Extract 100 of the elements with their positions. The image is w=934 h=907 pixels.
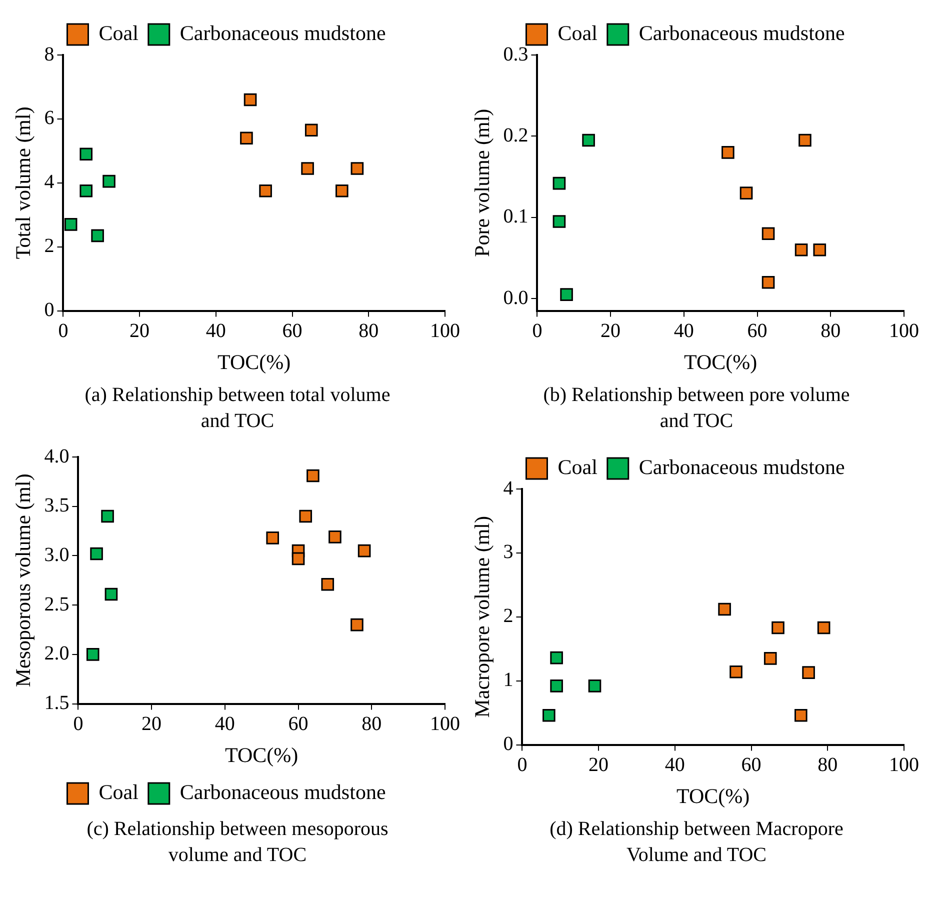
x-tick-label: 100 xyxy=(430,713,460,736)
legend-label: Carbonaceous mudstone xyxy=(180,21,386,46)
point xyxy=(306,469,320,482)
y-tick-label: 0.1 xyxy=(503,206,528,228)
y-axis-title: Macropore volume (ml) xyxy=(470,516,494,718)
text: (d) Relationship between Macropore Volume and TOC xyxy=(548,817,844,868)
x-tick-label: 60 xyxy=(282,320,302,342)
y-tick-label: 4 xyxy=(44,171,54,194)
x-tick-label: 20 xyxy=(600,320,621,342)
x-tick-label: 0 xyxy=(73,713,84,736)
point xyxy=(91,229,104,242)
point xyxy=(798,134,812,147)
point xyxy=(817,621,830,634)
y-tick-label: 4 xyxy=(503,477,514,500)
y-tick-label: 6 xyxy=(44,107,54,130)
y-tick-label: 3 xyxy=(503,541,514,564)
legend-label: Coal xyxy=(558,21,598,46)
legend-label: Coal xyxy=(98,21,139,46)
point xyxy=(86,648,100,661)
x-axis-title: TOC(%) xyxy=(676,784,750,808)
y-axis-title: Mesoporous volume (ml) xyxy=(11,474,36,688)
y-tick-label: 3.5 xyxy=(44,494,70,517)
point xyxy=(336,184,348,198)
x-tick-label: 40 xyxy=(674,320,694,342)
point xyxy=(80,184,93,198)
point xyxy=(722,146,734,159)
x-tick-label: 80 xyxy=(818,754,838,776)
point xyxy=(350,618,364,632)
x-tick-label: 60 xyxy=(747,320,768,342)
point xyxy=(321,578,334,591)
x-tick-label: 100 xyxy=(430,320,460,342)
y-tick-label: 0.0 xyxy=(503,286,528,309)
point xyxy=(550,651,563,664)
point xyxy=(730,665,742,678)
point xyxy=(64,218,78,231)
legend-label: Carbonaceous mudstone xyxy=(638,21,845,46)
y-tick-label: 1 xyxy=(503,669,514,692)
point xyxy=(762,276,775,289)
point xyxy=(292,552,305,566)
point xyxy=(794,243,808,256)
point xyxy=(301,162,314,175)
point xyxy=(813,243,826,256)
point xyxy=(102,174,116,188)
point xyxy=(104,588,118,601)
point xyxy=(718,602,731,616)
y-tick-label: 1.5 xyxy=(44,692,70,714)
x-tick-label: 20 xyxy=(142,713,162,736)
text: (c) Relationship between mesoporous volume and TOC xyxy=(86,817,390,868)
y-axis-title: Total volume (ml) xyxy=(11,106,36,260)
x-tick-label: 40 xyxy=(214,713,235,736)
point xyxy=(740,186,753,200)
y-tick-label: 0 xyxy=(44,299,54,322)
y-tick-label: 4.0 xyxy=(44,445,70,468)
point xyxy=(80,148,93,161)
point xyxy=(802,666,815,679)
point xyxy=(328,530,342,544)
x-tick-label: 60 xyxy=(288,713,308,736)
point xyxy=(244,93,257,106)
point xyxy=(101,510,114,523)
x-tick-label: 0 xyxy=(532,320,542,342)
point xyxy=(772,621,784,634)
y-tick-label: 2 xyxy=(503,605,514,628)
x-tick-label: 40 xyxy=(206,320,226,342)
x-tick-label: 20 xyxy=(588,754,609,776)
point xyxy=(588,680,602,692)
point xyxy=(266,532,280,544)
legend-label: Coal xyxy=(98,780,139,804)
point xyxy=(582,134,595,147)
y-tick-label: 0.2 xyxy=(503,124,528,146)
point xyxy=(762,227,775,240)
y-tick-label: 0 xyxy=(503,733,514,756)
y-tick-label: 2.0 xyxy=(44,642,70,665)
x-tick-label: 60 xyxy=(741,754,762,776)
y-tick-label: 2.5 xyxy=(44,593,70,616)
point xyxy=(240,132,253,145)
x-tick-label: 100 xyxy=(889,320,919,342)
point xyxy=(560,288,573,301)
x-tick-label: 80 xyxy=(820,320,841,342)
legend-label: Carbonaceous mudstone xyxy=(180,780,386,804)
x-tick-label: 100 xyxy=(889,754,919,776)
x-tick-label: 20 xyxy=(130,320,150,342)
point xyxy=(542,708,556,722)
point xyxy=(764,652,777,665)
text: (a) Relationship between total volume and TOC xyxy=(84,383,392,434)
y-tick-label: 0.3 xyxy=(503,43,528,66)
point xyxy=(299,510,312,523)
point xyxy=(794,708,808,722)
text: (b) Relationship between pore volume and TOC xyxy=(542,383,851,434)
point xyxy=(358,544,371,558)
y-tick-label: 3.0 xyxy=(44,544,70,566)
y-tick-label: 8 xyxy=(44,43,54,66)
point xyxy=(304,124,318,137)
point xyxy=(552,215,566,228)
y-tick-label: 2 xyxy=(44,235,54,258)
point xyxy=(350,162,364,175)
x-tick-label: 80 xyxy=(358,320,379,342)
x-tick-label: 40 xyxy=(664,754,685,776)
x-axis-title: TOC(%) xyxy=(218,350,291,374)
legend-label: Coal xyxy=(558,455,598,480)
x-axis-title: TOC(%) xyxy=(225,742,298,767)
